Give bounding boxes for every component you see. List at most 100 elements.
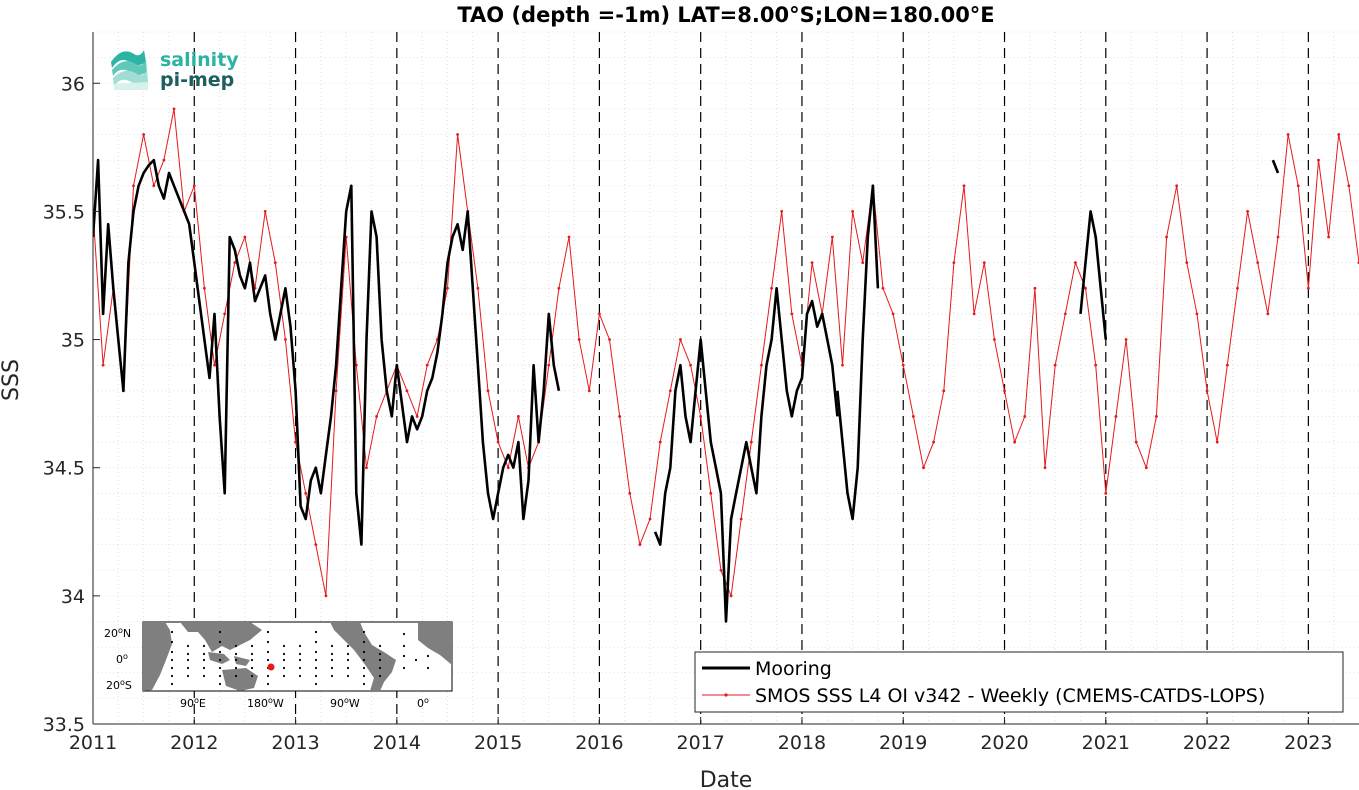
x-tick-label: 2013 [271, 732, 319, 754]
smos-point [992, 338, 996, 341]
smos-point [901, 363, 905, 367]
buoy-dot [298, 652, 302, 656]
buoy-dot [170, 674, 174, 678]
buoy-dot [414, 658, 418, 662]
smos-point [1215, 440, 1219, 444]
buoy-dot [266, 682, 270, 686]
buoy-dot [202, 674, 206, 678]
inset-map-ocean [142, 621, 453, 692]
smos-point [841, 363, 844, 367]
buoy-dot [330, 666, 334, 670]
inset-lon-90w: 90oW [330, 696, 360, 710]
smos-point [638, 543, 642, 546]
smos-point [598, 312, 601, 316]
buoy-dot [314, 682, 318, 686]
smos-point [557, 286, 561, 290]
buoy-dot [234, 674, 238, 678]
buoy-dot [202, 644, 206, 648]
smos-point [982, 261, 986, 265]
smos-point [223, 312, 227, 316]
x-tick-label: 2015 [474, 732, 522, 754]
buoy-dot [186, 674, 190, 678]
buoy-dot [250, 652, 254, 656]
smos-point [243, 235, 247, 239]
x-tick-label: 2011 [69, 732, 117, 754]
smos-point [881, 286, 885, 290]
inset-map-station-marker [267, 663, 275, 671]
inset-map-land-africa-east [418, 622, 452, 665]
buoy-dot [266, 630, 270, 634]
smos-point [577, 338, 581, 341]
mooring-line-segment [836, 184, 880, 521]
buoy-dot [170, 630, 174, 634]
buoy-dot [346, 658, 350, 662]
x-tick-label: 2018 [778, 732, 826, 754]
smos-point [749, 440, 753, 444]
smos-point [1296, 184, 1300, 188]
legend-box [694, 651, 1344, 713]
smos-point [425, 363, 429, 367]
salinity-pimep-logo: salinity pi-mep [111, 49, 239, 91]
buoy-dot [314, 630, 318, 634]
smos-point [142, 133, 146, 136]
buoy-dot [362, 674, 366, 678]
y-axis-title: SSS [0, 359, 24, 401]
mooring-line-segment [1079, 210, 1108, 340]
x-tick-label: 2020 [980, 732, 1028, 754]
inset-lon-0: 0o [417, 696, 429, 710]
smos-point [1266, 312, 1270, 316]
smos-point [1023, 415, 1027, 418]
inset-map-land-indonesia [208, 652, 250, 666]
smos-point [203, 286, 206, 290]
inset-map-land-africa [143, 622, 172, 691]
smos-point [405, 389, 409, 393]
x-ticks: 2011 2012 2013 2014 2015 2016 2017 2018 2019 2020… [69, 717, 1333, 754]
buoy-dot [218, 666, 222, 670]
buoy-dot [330, 644, 334, 648]
smos-point [790, 312, 794, 316]
x-tick-label: 2019 [879, 732, 927, 754]
smos-point [922, 466, 925, 470]
mooring-line-segment [1271, 159, 1280, 174]
buoy-dot [378, 644, 382, 648]
smos-point [770, 286, 773, 290]
logo-waves-icon [111, 50, 148, 90]
x-tick-label: 2022 [1183, 732, 1231, 754]
inset-lat-0: 0o [116, 652, 128, 666]
buoy-dot [314, 666, 318, 670]
buoy-dot [402, 644, 406, 648]
buoy-dot [362, 666, 366, 670]
smos-point [952, 261, 956, 265]
y-tick-label: 35 [61, 330, 85, 352]
legend-swatch-smos-marker [724, 693, 728, 697]
smos-point [1003, 389, 1006, 393]
buoy-dot [314, 658, 318, 662]
smos-point [1337, 133, 1341, 136]
x-axis-title: Date [700, 768, 753, 790]
buoy-dot [250, 658, 254, 662]
buoy-dot [266, 674, 270, 678]
buoy-dot [362, 630, 366, 634]
buoy-dot [234, 652, 238, 656]
smos-point [689, 363, 692, 367]
buoy-dot [362, 682, 366, 686]
smos-point [192, 184, 196, 188]
buoy-dot [362, 650, 366, 654]
smos-point [567, 235, 571, 239]
inset-lat-20n: 20oN [104, 626, 131, 640]
buoy-dot [170, 650, 174, 654]
smos-point [780, 210, 784, 213]
smos-point [1175, 184, 1179, 188]
buoy-dot [218, 650, 222, 654]
buoy-dot [346, 644, 350, 648]
smos-point [1276, 235, 1280, 239]
smos-point [942, 389, 946, 393]
smos-point [962, 184, 966, 188]
smos-point [911, 415, 915, 418]
buoy-dot [402, 654, 406, 658]
smos-point [1246, 210, 1249, 213]
smos-point [1013, 440, 1017, 444]
buoy-dot [186, 644, 190, 648]
buoy-dot [282, 666, 286, 670]
